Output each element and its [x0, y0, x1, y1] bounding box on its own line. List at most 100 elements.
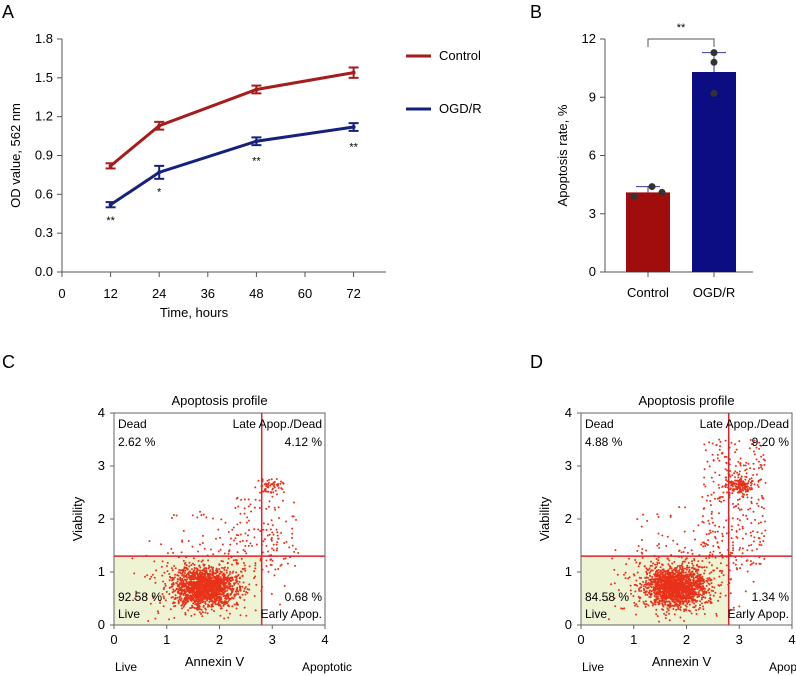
event-dot	[749, 560, 752, 563]
event-dot	[214, 581, 217, 584]
event-dot	[647, 604, 650, 607]
event-dot	[237, 582, 240, 585]
event-dot	[737, 476, 740, 479]
x-tick-label: 36	[201, 286, 215, 301]
event-dot	[258, 506, 261, 509]
event-dot	[692, 595, 695, 598]
event-dot	[714, 530, 717, 533]
event-dot	[657, 532, 660, 535]
event-dot	[698, 593, 701, 596]
event-dot	[198, 593, 201, 596]
data-point	[157, 123, 162, 128]
event-dot	[669, 584, 672, 587]
event-dot	[752, 540, 755, 543]
event-dot	[177, 571, 180, 574]
event-dot	[740, 475, 743, 478]
event-dot	[659, 581, 662, 584]
event-dot	[231, 528, 234, 531]
event-dot	[661, 564, 664, 567]
event-dot	[670, 598, 673, 601]
event-dot	[669, 574, 672, 577]
y-tick-label: 1	[98, 564, 105, 579]
event-dot	[708, 465, 711, 468]
event-dot	[262, 528, 265, 531]
event-dot	[746, 549, 749, 552]
event-dot	[239, 570, 242, 573]
event-dot	[750, 562, 753, 565]
event-dot	[762, 454, 765, 457]
event-dot	[232, 526, 235, 529]
event-dot	[265, 564, 268, 567]
event-dot	[682, 601, 685, 604]
event-dot	[641, 548, 644, 551]
event-dot	[703, 590, 706, 593]
event-dot	[227, 552, 230, 555]
event-dot	[246, 516, 249, 519]
event-dot	[203, 583, 206, 586]
event-dot	[222, 595, 225, 598]
event-dot	[662, 597, 665, 600]
event-dot	[724, 476, 727, 479]
event-dot	[708, 591, 711, 594]
event-dot	[178, 597, 181, 600]
event-dot	[277, 506, 280, 509]
event-dot	[227, 594, 230, 597]
event-dot	[173, 576, 176, 579]
plot-title: Apoptosis profile	[638, 393, 734, 408]
event-dot	[677, 582, 680, 585]
event-dot	[692, 581, 695, 584]
event-dot	[744, 485, 747, 488]
event-dot	[216, 597, 219, 600]
event-dot	[668, 619, 671, 622]
event-dot	[717, 483, 720, 486]
event-dot	[263, 483, 266, 486]
event-dot	[279, 480, 282, 483]
event-dot	[721, 570, 724, 573]
event-dot	[734, 563, 737, 566]
event-dot	[229, 588, 232, 591]
event-dot	[213, 591, 216, 594]
event-dot	[691, 560, 694, 563]
x-tick-label: 48	[249, 286, 263, 301]
event-dot	[264, 487, 267, 490]
event-dot	[752, 580, 755, 583]
event-dot	[201, 534, 204, 537]
event-dot	[275, 528, 278, 531]
event-dot	[257, 479, 260, 482]
event-dot	[178, 585, 181, 588]
event-dot	[671, 591, 674, 594]
event-dot	[649, 564, 652, 567]
event-dot	[734, 464, 737, 467]
event-dot	[642, 600, 645, 603]
event-dot	[187, 609, 190, 612]
event-dot	[700, 543, 703, 546]
event-dot	[737, 473, 740, 476]
event-dot	[178, 592, 181, 595]
event-dot	[191, 589, 194, 592]
event-dot	[708, 561, 711, 564]
event-dot	[705, 557, 708, 560]
x-tick-label: 24	[152, 286, 166, 301]
event-dot	[668, 588, 671, 591]
event-dot	[145, 593, 148, 596]
event-dot	[750, 486, 753, 489]
event-dot	[691, 597, 694, 600]
event-dot	[719, 592, 722, 595]
event-dot	[634, 590, 637, 593]
event-dot	[729, 470, 732, 473]
event-dot	[210, 566, 213, 569]
event-dot	[648, 572, 651, 575]
event-dot	[196, 516, 199, 519]
event-dot	[726, 469, 729, 472]
event-dot	[244, 550, 247, 553]
event-dot	[180, 580, 183, 583]
event-dot	[689, 582, 692, 585]
event-dot	[700, 598, 703, 601]
event-dot	[616, 573, 619, 576]
x-tick-label: OGD/R	[693, 285, 736, 300]
event-dot	[657, 543, 660, 546]
event-dot	[691, 552, 694, 555]
event-dot	[707, 578, 710, 581]
event-dot	[208, 564, 211, 567]
event-dot	[240, 557, 243, 560]
